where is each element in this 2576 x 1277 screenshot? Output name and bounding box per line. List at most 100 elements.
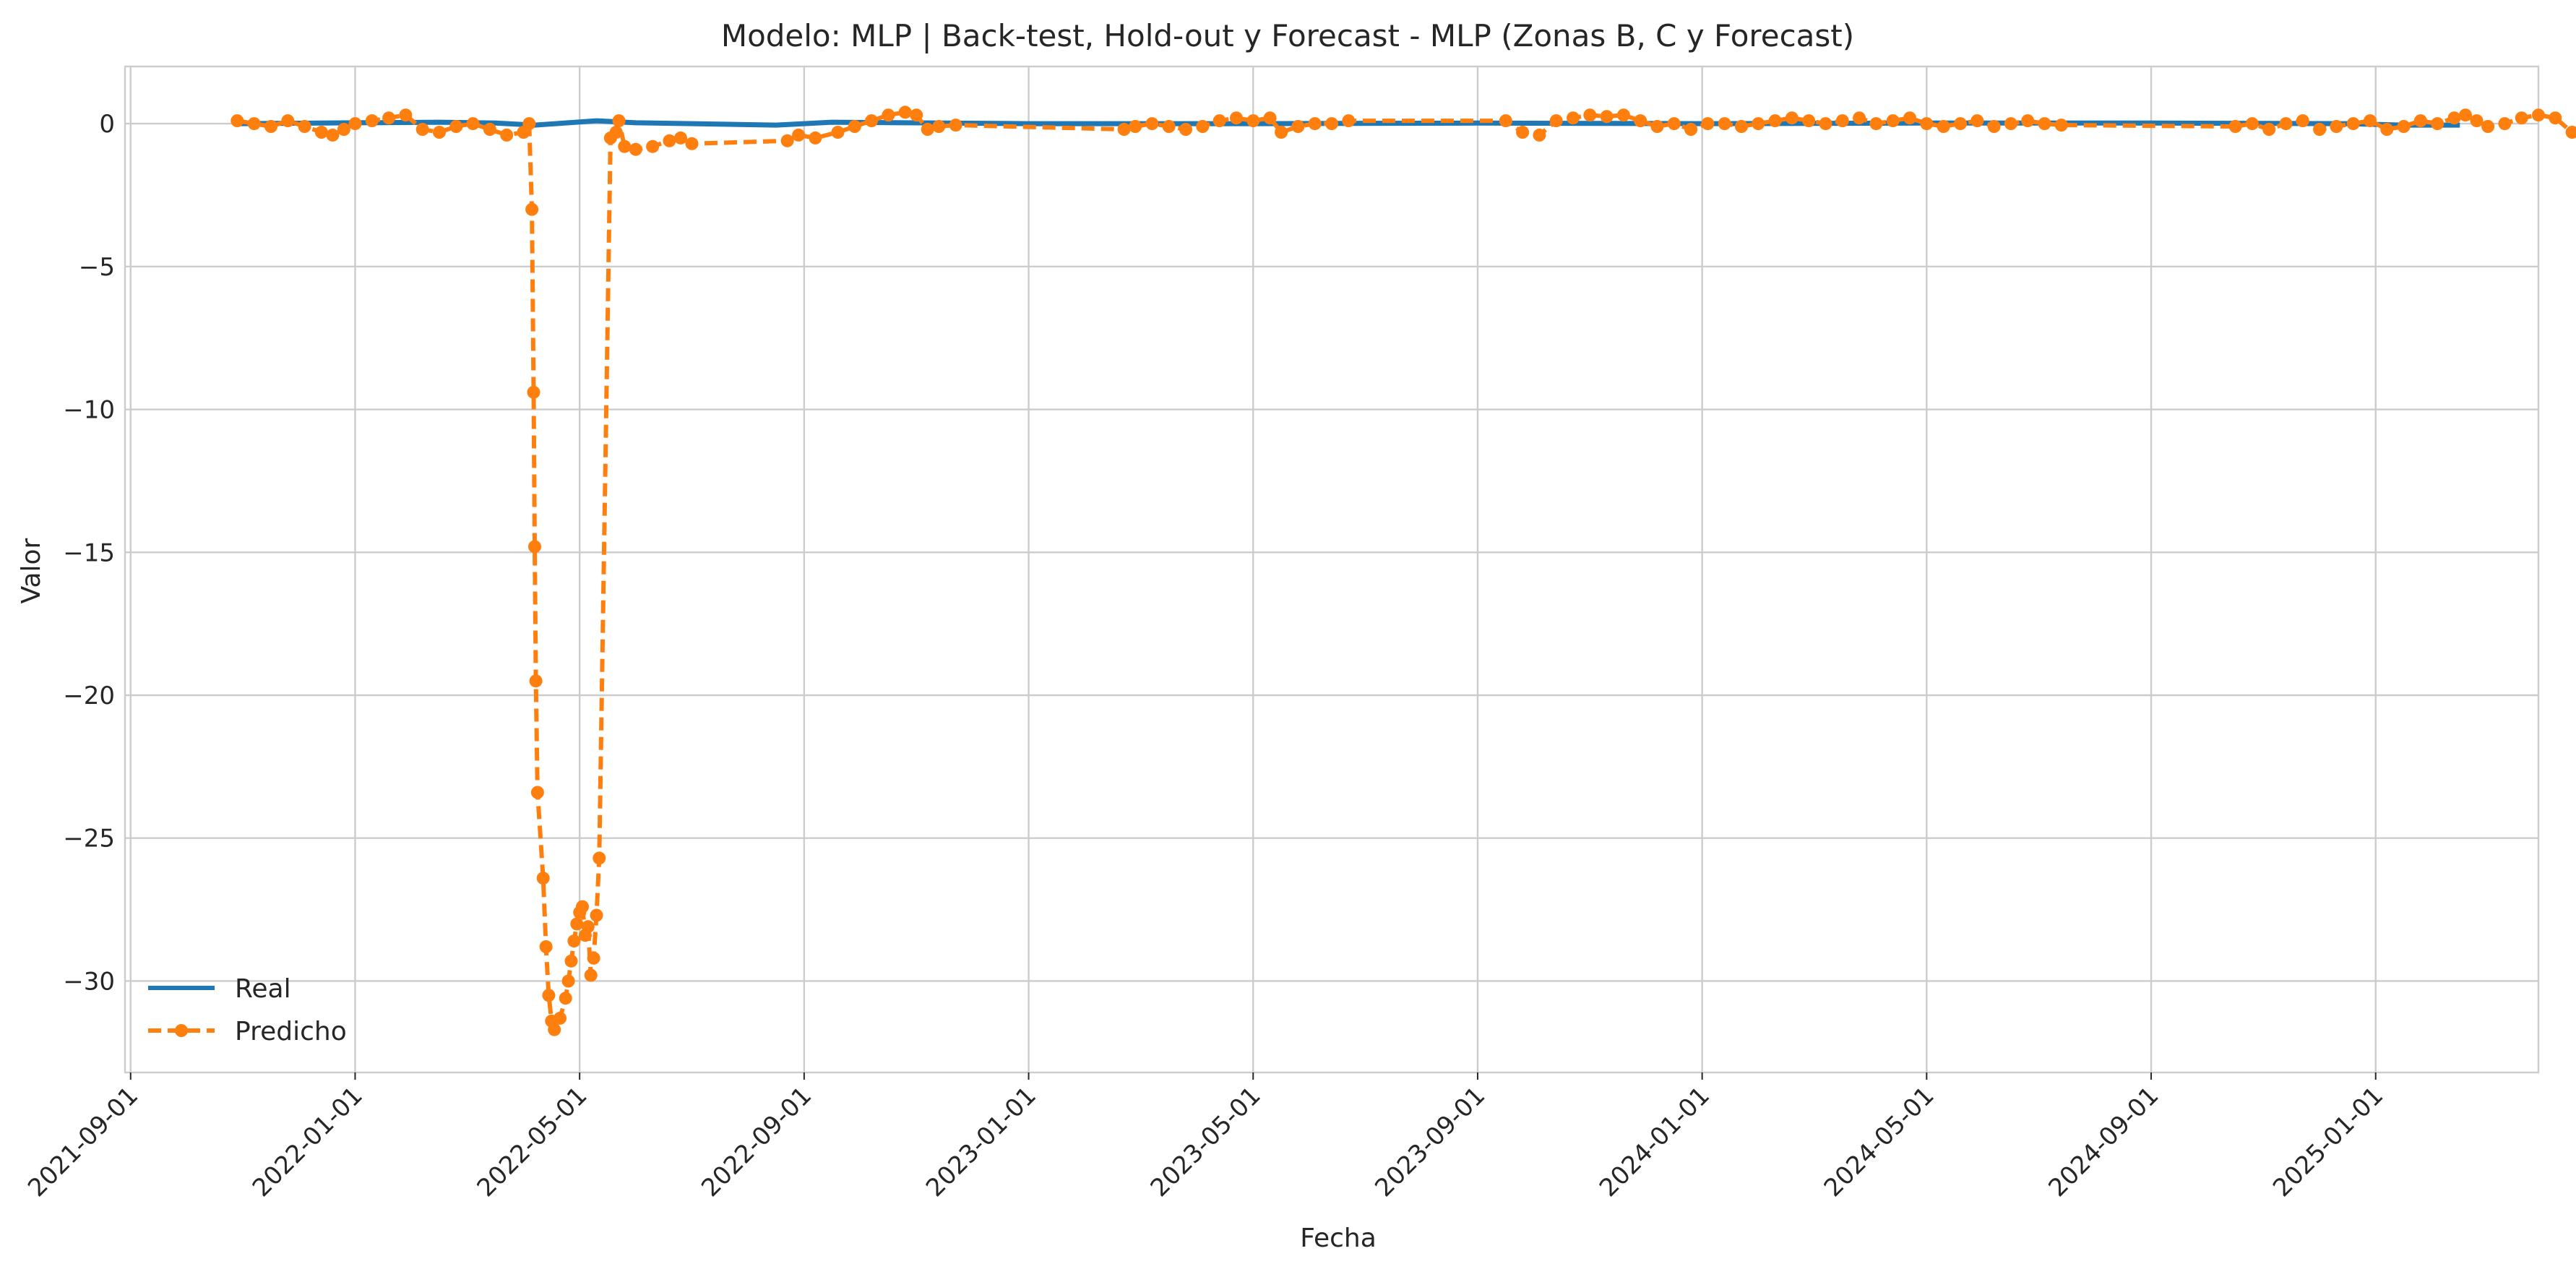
data-point-predicho xyxy=(792,128,806,142)
data-point-predicho xyxy=(1129,120,1142,133)
data-point-predicho xyxy=(2481,120,2495,133)
data-point-predicho xyxy=(525,202,539,216)
data-point-predicho xyxy=(2313,123,2327,136)
data-point-predicho xyxy=(570,917,584,931)
data-point-predicho xyxy=(1752,117,1765,131)
data-point-predicho xyxy=(612,114,626,128)
data-point-predicho xyxy=(1499,114,1512,128)
data-point-predicho xyxy=(247,117,261,131)
data-point-predicho xyxy=(848,120,861,133)
data-point-predicho xyxy=(1600,110,1614,124)
data-point-predicho xyxy=(576,900,589,913)
data-point-predicho xyxy=(2532,108,2545,122)
x-tick-label: 2025-01-01 xyxy=(2267,1081,2389,1203)
x-tick-label: 2023-05-01 xyxy=(1145,1081,1267,1203)
data-point-predicho xyxy=(2413,114,2427,128)
y-tick-label: −10 xyxy=(63,396,115,425)
data-point-predicho xyxy=(326,128,340,142)
data-point-predicho xyxy=(1516,126,1530,139)
data-point-predicho xyxy=(539,940,553,953)
data-point-predicho xyxy=(1920,117,1934,131)
data-point-predicho xyxy=(314,126,328,139)
data-point-predicho xyxy=(567,934,581,948)
data-point-predicho xyxy=(449,120,463,133)
data-point-predicho xyxy=(593,851,606,865)
data-point-predicho xyxy=(2431,117,2444,131)
data-point-predicho xyxy=(581,920,595,934)
data-point-predicho xyxy=(1954,117,1967,131)
data-point-predicho xyxy=(921,123,934,136)
x-tick-label: 2022-01-01 xyxy=(247,1081,369,1203)
data-point-predicho xyxy=(2279,117,2293,131)
data-point-predicho xyxy=(2447,111,2461,125)
x-tick-label: 2024-05-01 xyxy=(1819,1081,1940,1203)
data-point-predicho xyxy=(2296,114,2309,128)
data-point-predicho xyxy=(1735,120,1748,133)
data-point-predicho xyxy=(348,117,362,131)
data-point-predicho xyxy=(382,111,396,125)
data-point-predicho xyxy=(1179,123,1192,136)
data-point-predicho xyxy=(1162,120,1176,133)
data-point-predicho xyxy=(231,114,244,128)
legend: Real Predicho xyxy=(148,974,347,1046)
data-point-predicho xyxy=(536,872,550,885)
data-point-predicho xyxy=(2397,120,2411,133)
data-point-predicho xyxy=(530,786,544,799)
data-point-predicho xyxy=(548,1023,561,1036)
data-point-predicho xyxy=(466,117,480,131)
data-point-predicho xyxy=(1616,108,1630,122)
data-point-predicho xyxy=(1145,117,1159,131)
data-point-predicho xyxy=(898,106,912,119)
x-tick-label: 2022-05-01 xyxy=(472,1081,593,1203)
data-point-predicho xyxy=(1196,120,1210,133)
data-point-predicho xyxy=(2470,114,2484,128)
data-point-predicho xyxy=(1819,117,1832,131)
data-point-predicho xyxy=(1802,114,1816,128)
data-point-predicho xyxy=(674,131,687,145)
data-point-predicho xyxy=(527,385,540,399)
data-point-predicho xyxy=(1325,117,1338,131)
x-tick-label: 2022-09-01 xyxy=(696,1081,817,1203)
data-point-predicho xyxy=(553,1011,567,1025)
data-point-predicho xyxy=(1549,114,1563,128)
data-point-predicho xyxy=(337,123,350,136)
data-point-predicho xyxy=(629,142,642,156)
data-point-predicho xyxy=(2346,117,2360,131)
x-tick-label: 2021-09-01 xyxy=(22,1081,144,1203)
data-point-predicho xyxy=(365,114,379,128)
data-point-predicho xyxy=(1583,108,1597,122)
y-tick-label: −5 xyxy=(79,253,115,282)
data-point-predicho xyxy=(415,123,429,136)
data-point-predicho xyxy=(1903,111,1916,125)
data-point-predicho xyxy=(529,674,543,688)
data-point-predicho xyxy=(522,117,536,131)
data-point-predicho xyxy=(1650,120,1664,133)
data-point-predicho xyxy=(2038,117,2051,131)
x-tick-label: 2023-09-01 xyxy=(1369,1081,1491,1203)
data-point-predicho xyxy=(2262,123,2276,136)
data-point-predicho xyxy=(1869,117,1883,131)
data-point-predicho xyxy=(882,108,895,122)
data-point-predicho xyxy=(1970,114,1984,128)
data-point-predicho xyxy=(542,989,556,1002)
data-point-predicho xyxy=(831,126,845,139)
data-point-predicho xyxy=(1230,111,1243,125)
x-axis-ticks: 2021-09-01 2022-01-01 2022-05-01 2022-09-01… xyxy=(22,1072,2389,1203)
data-point-predicho xyxy=(281,114,295,128)
data-point-predicho xyxy=(399,108,413,122)
plot-frame xyxy=(124,65,2540,1074)
data-point-predicho xyxy=(2054,119,2068,132)
data-point-predicho xyxy=(2245,117,2259,131)
y-axis-label: Valor xyxy=(17,538,46,603)
data-point-predicho xyxy=(1835,114,1849,128)
data-point-predicho xyxy=(1634,114,1647,128)
data-point-predicho xyxy=(587,951,600,965)
x-axis-label: Fecha xyxy=(1300,1224,1377,1253)
data-point-predicho xyxy=(1667,117,1681,131)
data-point-predicho xyxy=(1718,117,1731,131)
x-tick-label: 2024-09-01 xyxy=(2043,1081,2164,1203)
data-point-predicho xyxy=(1117,123,1131,136)
data-point-predicho xyxy=(2004,117,2017,131)
data-point-predicho xyxy=(910,108,923,122)
data-point-predicho xyxy=(1701,117,1715,131)
